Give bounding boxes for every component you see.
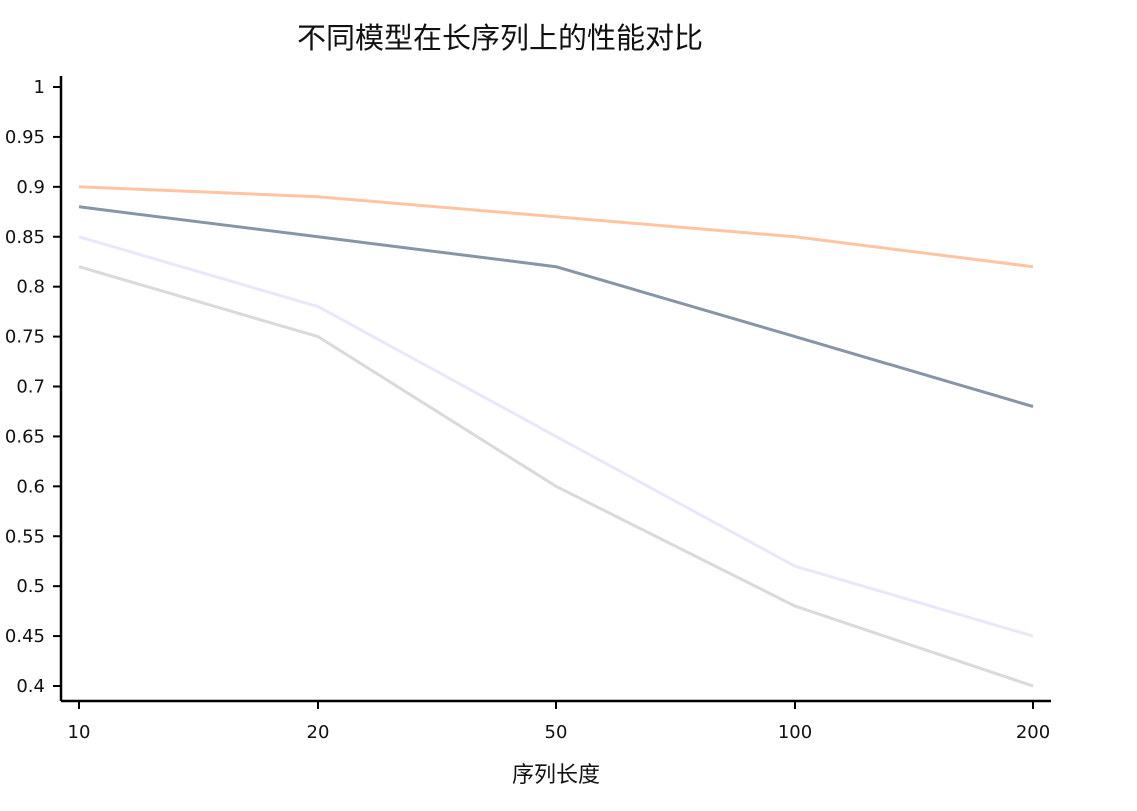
series-line-1	[78, 185, 1034, 269]
y-tick-label: 0.55	[5, 526, 45, 547]
series-line-4	[78, 265, 1034, 688]
x-tick-label: 10	[68, 722, 91, 743]
y-tick-label: 0.5	[16, 576, 45, 597]
y-tick-label: 0.6	[16, 476, 45, 497]
y-tick-label: 1	[34, 77, 45, 98]
series-line-3	[78, 235, 1034, 638]
y-tick-label: 0.95	[5, 127, 45, 148]
x-axis-ticks: 10 20 50 100 200	[68, 701, 1050, 743]
y-tick-label: 0.8	[16, 277, 45, 298]
series-layer	[78, 185, 1034, 688]
series-line-2	[78, 205, 1034, 408]
x-tick-label: 50	[545, 722, 568, 743]
chart-title: 不同模型在长序列上的性能对比	[297, 21, 703, 55]
x-tick-label: 100	[778, 722, 812, 743]
y-tick-label: 0.7	[16, 377, 45, 398]
y-axis-ticks: 1 0.95 0.9 0.85 0.8 0.75 0.7 0.65 0.6 0.55 0.5 0.45…	[5, 77, 61, 697]
y-tick-label: 0.45	[5, 626, 45, 647]
y-tick-label: 0.65	[5, 426, 45, 447]
x-axis-label: 序列长度	[512, 763, 600, 788]
x-tick-label: 200	[1016, 722, 1050, 743]
y-tick-label: 0.85	[5, 227, 45, 248]
y-tick-label: 0.9	[16, 177, 45, 198]
y-tick-label: 0.4	[16, 676, 45, 697]
y-tick-label: 0.75	[5, 327, 45, 348]
x-tick-label: 20	[307, 722, 330, 743]
